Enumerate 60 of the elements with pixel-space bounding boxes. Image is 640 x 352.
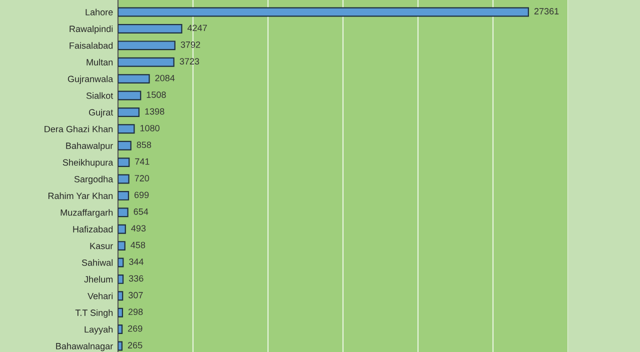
bar [118,274,124,284]
y-tick-label: T.T Singh [75,309,113,318]
data-label: 1398 [145,108,164,115]
bar [118,7,529,17]
y-tick-label: Lahore [86,8,113,16]
bar [118,24,182,34]
data-label: 1508 [146,92,166,98]
bar [118,308,124,318]
y-tick-label: Bahawalpur [66,142,113,151]
y-tick-label: Rawalpindi [70,25,113,34]
bar [118,341,123,351]
bar [118,140,132,150]
data-label: 858 [136,142,152,148]
data-label: 699 [134,192,149,198]
data-label: 1080 [140,124,160,132]
data-label: 2084 [155,74,175,82]
y-tick-label: Bahawalnagar [56,342,113,352]
y-tick-label: Gujranwala [68,76,114,84]
y-tick-label: Sargodha [74,176,114,184]
bar [118,258,124,268]
y-tick-label: Dera Ghazi Khan [44,126,113,132]
data-label: 265 [128,342,142,348]
data-label: 269 [128,325,142,332]
data-label: 458 [130,242,146,248]
bar [118,324,123,334]
bar [118,124,135,134]
bar [118,208,128,218]
y-tick-label: Sialkot [86,92,114,99]
y-tick-label: Jhelum [84,276,113,283]
data-label: 344 [129,258,144,265]
y-tick-label: Hafizabad [73,226,113,232]
y-tick-label: Sheikhupura [62,159,114,168]
y-tick-label: Gujrat [89,108,114,118]
data-label: 720 [134,175,150,182]
y-tick-label: Kasur [90,242,113,250]
bar [118,158,130,168]
y-tick-label: Faisalabad [70,42,113,49]
bar [118,57,174,67]
bar [118,90,142,100]
bar [118,224,126,234]
data-label: 307 [128,292,143,298]
bar [118,40,176,50]
y-tick-label: Sahiwal [82,259,113,266]
bar [118,174,130,184]
bar [118,74,150,84]
bar [118,107,140,117]
y-tick-label: Muzaffargarh [60,209,113,218]
data-label: 298 [128,308,143,316]
data-label: 493 [131,225,146,232]
data-label: 654 [134,208,148,215]
data-label: 27361 [534,8,559,14]
y-tick-label: Vehari [88,292,113,300]
y-tick-label: Layyah [84,326,113,334]
data-label: 336 [128,275,144,282]
bar [118,241,126,251]
bar [118,190,130,200]
bar [118,291,124,301]
data-label: 741 [135,158,150,165]
y-tick-label: Multan [86,58,113,66]
y-tick-label: Rahim Yar Khan [48,192,113,200]
